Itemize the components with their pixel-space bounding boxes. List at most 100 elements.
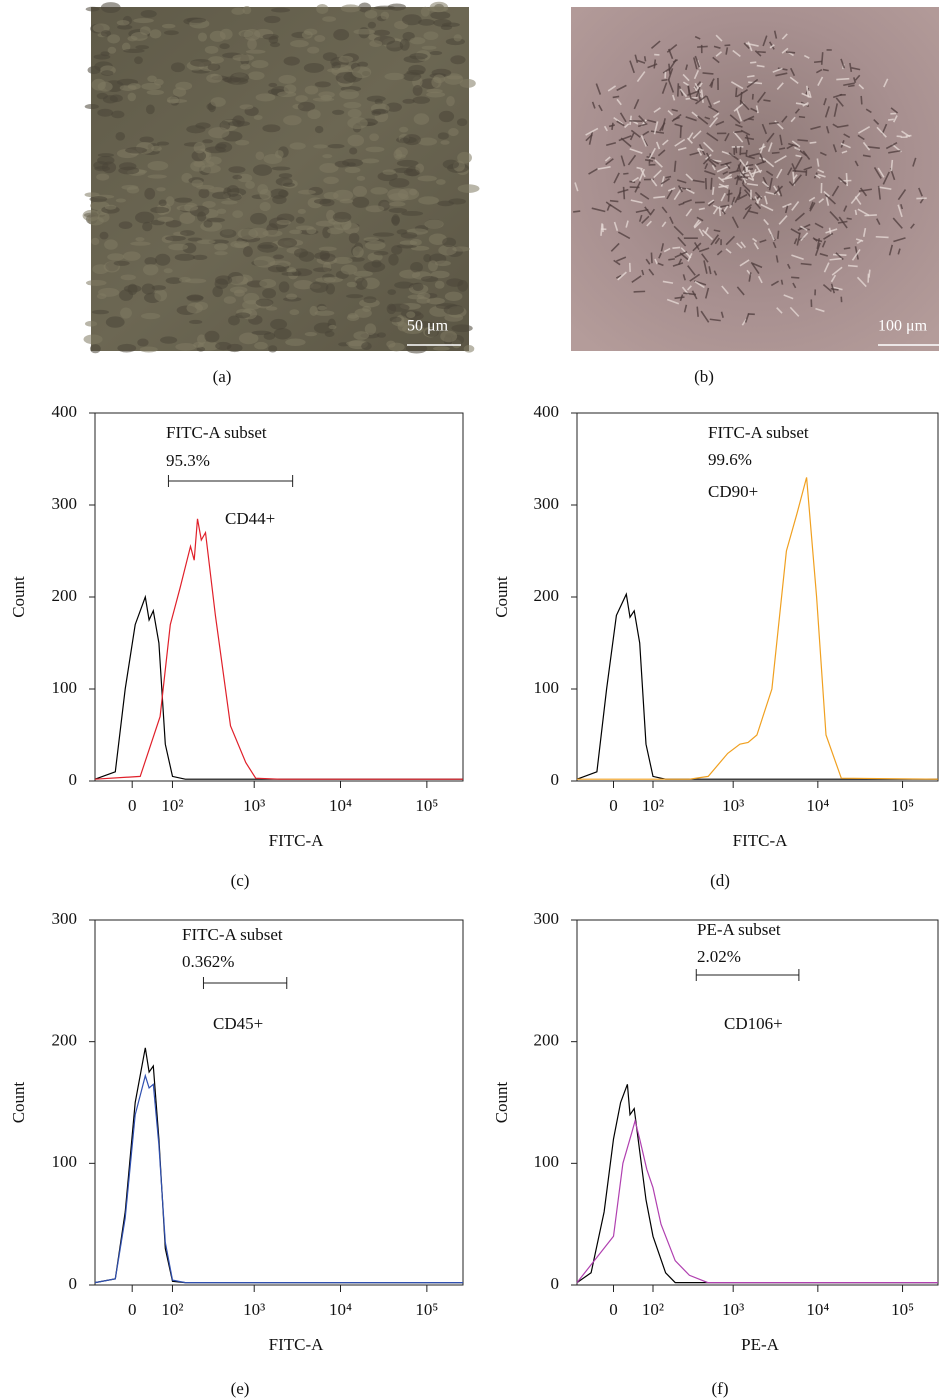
cell	[190, 160, 206, 172]
cell	[289, 229, 303, 235]
cell	[448, 128, 459, 137]
cell	[242, 246, 253, 258]
cell	[786, 51, 796, 54]
cell	[654, 258, 658, 265]
cell	[156, 141, 170, 146]
cell	[101, 70, 114, 76]
cell	[408, 64, 426, 75]
cell	[353, 331, 370, 340]
cell	[744, 203, 753, 211]
cell	[603, 125, 608, 132]
cell	[640, 135, 648, 147]
cell	[687, 265, 696, 276]
cell	[597, 166, 611, 170]
cell	[833, 103, 839, 117]
cell	[604, 156, 611, 162]
cell	[825, 228, 838, 234]
cell	[792, 282, 797, 289]
cell	[247, 38, 257, 50]
cell	[348, 232, 360, 244]
cell	[847, 264, 858, 268]
cell	[262, 288, 277, 299]
cell	[353, 270, 373, 277]
cell	[702, 141, 714, 153]
cell	[650, 40, 661, 50]
cell	[673, 160, 677, 172]
cell	[739, 99, 750, 111]
cell	[91, 309, 110, 315]
cell	[757, 50, 766, 54]
cell	[295, 216, 305, 224]
cell	[645, 258, 651, 265]
cell	[409, 53, 428, 60]
cell	[270, 318, 288, 330]
cell	[824, 193, 836, 205]
cell	[747, 41, 753, 52]
cell	[585, 134, 593, 142]
cell	[711, 186, 715, 195]
cell	[228, 166, 246, 173]
cell	[635, 208, 649, 214]
cell	[754, 196, 760, 204]
cell	[258, 244, 274, 249]
cell	[705, 152, 711, 159]
cell	[837, 176, 847, 185]
cell	[319, 163, 339, 173]
cell	[332, 109, 345, 115]
cell	[658, 252, 662, 259]
cell	[140, 10, 157, 18]
cell	[221, 200, 238, 205]
cell	[620, 137, 632, 148]
cell	[175, 81, 193, 91]
cell	[340, 4, 361, 13]
cell	[97, 212, 110, 223]
cell	[197, 32, 208, 42]
cell	[134, 56, 143, 65]
cell	[782, 202, 792, 208]
cell	[829, 211, 840, 222]
cell	[127, 92, 136, 102]
cell	[85, 6, 100, 12]
cell	[662, 139, 669, 146]
cell	[788, 180, 794, 187]
cell	[235, 312, 251, 319]
cell	[391, 215, 400, 225]
x-tick-label: 0	[128, 796, 137, 815]
cell	[637, 122, 648, 128]
cell	[387, 289, 397, 296]
cell	[693, 219, 700, 228]
y-tick-label: 300	[534, 494, 560, 513]
cell	[376, 332, 386, 338]
cell	[196, 334, 207, 345]
y-tick-label: 300	[534, 909, 560, 928]
cell	[773, 185, 781, 196]
cell	[144, 257, 157, 266]
cell	[609, 199, 619, 203]
cell	[286, 267, 297, 274]
cell	[273, 328, 292, 340]
cell	[369, 40, 383, 48]
cell	[346, 162, 356, 167]
cell	[822, 68, 829, 72]
cell	[650, 178, 658, 187]
cell	[617, 271, 627, 281]
cell	[682, 73, 690, 82]
cell	[151, 145, 162, 152]
x-tick-label: 10⁴	[329, 796, 352, 815]
x-tick-label: 10⁴	[806, 796, 829, 815]
cell	[709, 318, 721, 322]
panel-label: (c)	[231, 871, 250, 890]
cell	[453, 34, 462, 42]
cell	[442, 237, 457, 248]
cell	[457, 184, 480, 193]
cell	[668, 48, 674, 60]
cell	[843, 205, 848, 212]
cell	[633, 290, 646, 293]
cell	[123, 48, 145, 53]
cell	[756, 64, 765, 68]
cell	[202, 139, 213, 144]
x-tick-label: 10³	[243, 1300, 265, 1319]
cell	[653, 59, 657, 69]
cell	[780, 279, 784, 285]
cell	[794, 108, 800, 114]
